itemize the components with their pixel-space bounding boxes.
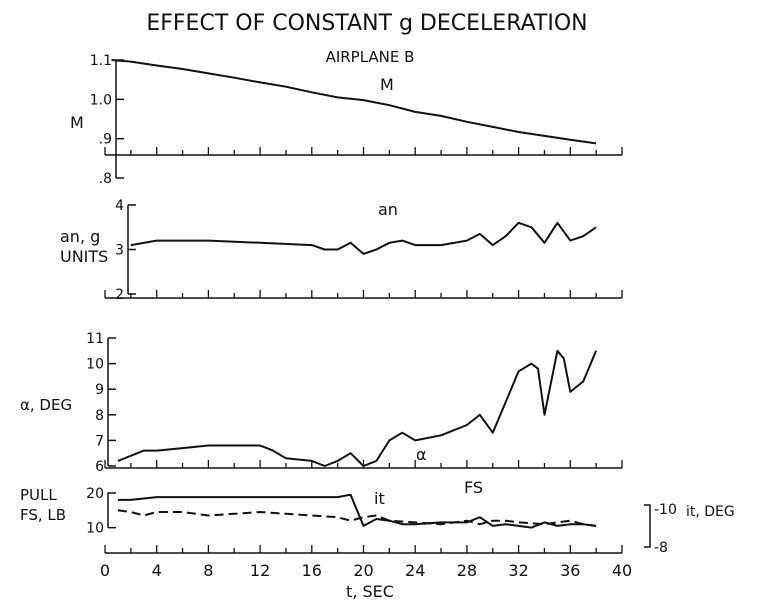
y-tick-label: .9 (99, 132, 112, 148)
chart-subtitle: AIRPLANE B (326, 48, 415, 66)
series- (117, 349, 598, 467)
x-axis-label: t, SEC (346, 582, 394, 601)
series-annotation: it (374, 489, 385, 508)
x-tick-label: 40 (612, 561, 632, 580)
x-tick-label: 24 (405, 561, 425, 580)
y-tick-label: 1.1 (90, 53, 112, 69)
x-tick-label: 4 (152, 561, 162, 580)
y-axis-label: an, g (60, 227, 100, 246)
right-axis-bracket (644, 504, 651, 548)
x-tick-label: 32 (508, 561, 528, 580)
panel-4: 10 20 PULL FS, LB it FS 0 4 8 12 16 20 24 28 32 36 40 t, … (20, 478, 735, 601)
panel-1: .8 .9 1.0 1.1 M M (70, 53, 623, 187)
x-tick-label: 0 (100, 561, 110, 580)
y-tick-label: 20 (86, 486, 104, 502)
series-annotation: an (378, 200, 398, 219)
series-fs (117, 509, 597, 527)
y-tick-label: 10 (86, 521, 104, 537)
x-tick-label: 16 (302, 561, 322, 580)
series-an (130, 221, 597, 255)
x-tick-label: 8 (203, 561, 213, 580)
y-tick-label: 10 (86, 357, 104, 373)
y-tick-label: 2 (115, 287, 124, 303)
series-annotation: M (380, 75, 394, 94)
right-tick-label: -8 (654, 540, 668, 556)
series-annotation: FS (464, 478, 483, 497)
y-axis-label: FS, LB (20, 506, 66, 524)
y-axis-label: M (70, 113, 84, 132)
x-tick-label: 12 (250, 561, 270, 580)
y-tick-label: 8 (95, 408, 104, 424)
y-tick-label: 6 (95, 459, 104, 475)
series-m (111, 59, 597, 145)
y-axis-label: UNITS (60, 247, 108, 266)
y-axis-label: α, DEG (20, 396, 72, 414)
y-axis-label: PULL (20, 486, 57, 504)
series-annotation: α (416, 445, 427, 464)
y-tick-label: 7 (95, 433, 104, 449)
x-tick-label: 36 (560, 561, 580, 580)
x-tick-label: 20 (353, 561, 373, 580)
y-tick-label: 3 (115, 243, 124, 259)
y-tick-label: 4 (115, 198, 124, 214)
right-axis-label: it, DEG (686, 504, 735, 520)
chart-title: EFFECT OF CONSTANT g DECELERATION (146, 11, 587, 36)
y-tick-label: 9 (95, 382, 104, 398)
series-it (117, 493, 597, 529)
y-tick-label: 11 (86, 331, 104, 347)
y-tick-label: 1.0 (90, 92, 112, 108)
y-tick-label: .8 (99, 171, 112, 187)
right-tick-label: -10 (654, 502, 677, 518)
x-tick-label: 28 (457, 561, 477, 580)
panel-3: 6 7 8 9 10 11 α, DEG α (20, 331, 623, 475)
